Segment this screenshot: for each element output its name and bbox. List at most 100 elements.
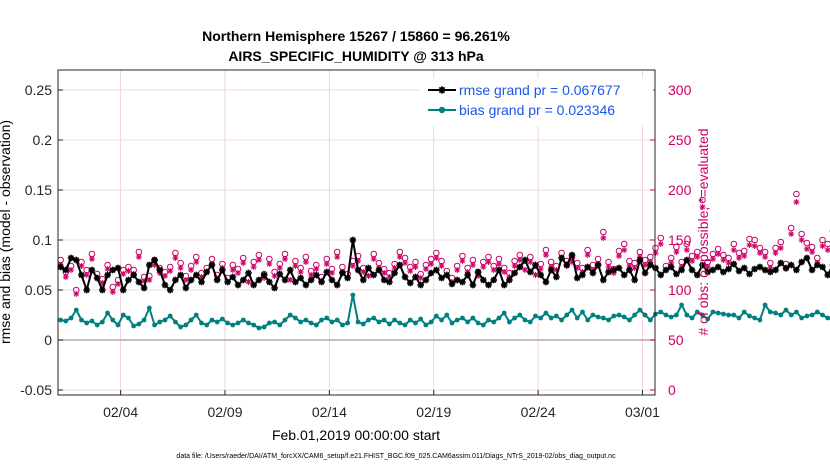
rmse-point — [370, 271, 378, 279]
rmse-point — [166, 286, 174, 294]
x-tick-label: 02/09 — [207, 404, 242, 420]
bias-point — [501, 310, 507, 316]
obs-evaluated-point — [161, 273, 168, 279]
bias-point — [167, 313, 173, 319]
rmse-point — [490, 276, 498, 284]
rmse-point — [772, 266, 779, 274]
obs-evaluated-point — [193, 259, 200, 265]
rmse-point — [704, 268, 712, 276]
obs-possible-point — [333, 248, 341, 256]
bias-point — [538, 315, 544, 321]
obs-evaluated-point — [527, 259, 534, 265]
rmse-point — [208, 261, 216, 269]
legend-box — [420, 78, 653, 126]
obs-possible-point — [229, 261, 237, 269]
rmse-point — [114, 264, 122, 272]
y2-tick-label: 50 — [668, 332, 684, 348]
rmse-point — [563, 261, 571, 269]
bias-point — [79, 317, 84, 323]
rmse-point — [156, 266, 164, 274]
bias-point — [627, 317, 632, 323]
bias-point — [157, 319, 163, 325]
bias-point — [705, 316, 711, 322]
bias-point — [230, 322, 236, 328]
bias-point — [553, 313, 559, 319]
obs-possible-point — [767, 259, 774, 267]
rmse-point — [615, 264, 623, 272]
rmse-point — [307, 276, 315, 284]
bias-point — [204, 322, 210, 328]
rmse-point — [626, 266, 633, 274]
obs-evaluated-point — [454, 267, 461, 273]
bias-point — [209, 317, 215, 323]
bias-point — [512, 315, 518, 321]
bias-point — [413, 320, 418, 326]
obs-possible-point — [485, 253, 492, 261]
obs-possible-point — [57, 256, 64, 264]
legend: rmse grand pr = 0.067677 bias grand pr =… — [420, 78, 653, 126]
rmse-point — [427, 269, 435, 277]
obs-evaluated-point — [751, 243, 758, 249]
bias-point — [741, 309, 747, 315]
rmse-point — [386, 278, 393, 286]
obs-possible-point — [772, 244, 779, 252]
obs-possible-point — [584, 246, 591, 254]
obs-evaluated-point — [511, 263, 518, 269]
bias-point — [146, 305, 152, 311]
rmse-point — [333, 281, 341, 289]
rmse-point — [589, 269, 597, 277]
obs-possible-point — [537, 260, 545, 268]
legend-bias-label: bias grand pr = 0.023346 — [459, 102, 615, 118]
bias-point — [386, 321, 392, 327]
obs-evaluated-point — [428, 261, 435, 267]
obs-evaluated-point — [188, 267, 195, 273]
obs-evaluated-point — [276, 265, 283, 271]
bias-point — [460, 315, 465, 321]
y2-tick-label: 250 — [668, 132, 692, 148]
bias-point — [600, 315, 606, 321]
rmse-point — [767, 268, 774, 276]
obs-evaluated-point — [762, 254, 769, 260]
rmse-point — [93, 274, 101, 282]
bias-point — [225, 320, 231, 326]
obs-evaluated-point — [631, 265, 638, 271]
obs-possible-point — [339, 263, 346, 271]
bias-point — [366, 317, 371, 323]
rmse-point — [657, 271, 665, 279]
bias-point — [308, 320, 314, 326]
bias-point — [277, 322, 283, 328]
bias-point — [517, 312, 523, 318]
rmse-point — [375, 266, 383, 274]
obs-evaluated-point — [120, 271, 127, 277]
rmse-point — [683, 256, 691, 264]
obs-possible-point — [813, 254, 821, 262]
obs-evaluated-point — [381, 270, 388, 276]
bias-point — [141, 317, 147, 323]
obs-possible-point — [177, 259, 184, 267]
obs-possible-point — [667, 254, 675, 262]
obs-evaluated-point — [125, 268, 132, 274]
chart-title-line2: AIRS_SPECIFIC_HUMIDITY @ 313 hPa — [228, 48, 484, 64]
bias-point — [475, 320, 481, 326]
obs-evaluated-point — [720, 257, 727, 263]
rmse-point — [88, 266, 96, 274]
rmse-point — [161, 281, 169, 289]
bias-point — [444, 312, 450, 318]
obs-possible-point — [725, 254, 732, 262]
rmse-point — [636, 256, 644, 264]
rmse-point — [83, 286, 91, 294]
rmse-point — [78, 271, 85, 279]
rmse-point — [469, 281, 477, 289]
plot-frame — [57, 69, 656, 396]
rmse-point — [647, 261, 654, 269]
obs-evaluated-point — [313, 266, 320, 272]
rmse-point — [213, 276, 221, 284]
rmse-point — [266, 278, 273, 286]
obs-evaluated-point — [490, 267, 497, 273]
rmse-point — [521, 256, 529, 264]
rmse-point — [219, 266, 226, 274]
obs-evaluated-point — [88, 256, 95, 262]
bias-point — [246, 320, 251, 326]
obs-possible-point — [192, 253, 200, 261]
rmse-point — [506, 276, 513, 284]
